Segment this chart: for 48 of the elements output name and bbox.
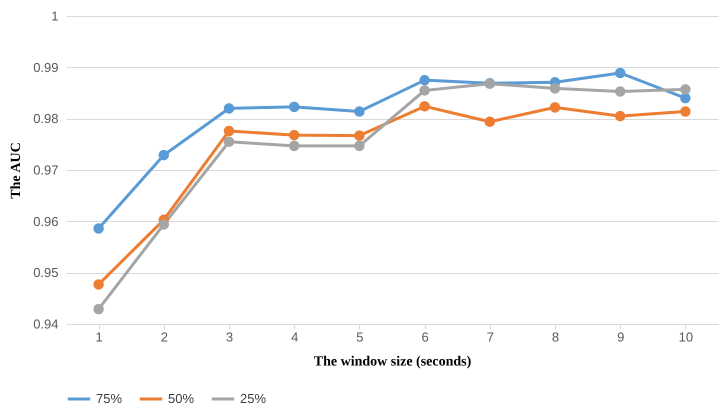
point xyxy=(419,74,430,86)
legend-label: 50% xyxy=(168,391,194,406)
y-tick-label: 0.95 xyxy=(33,265,58,280)
point xyxy=(614,110,626,122)
x-tick-label: 7 xyxy=(486,330,494,344)
point xyxy=(680,84,691,95)
point xyxy=(550,102,560,113)
point xyxy=(614,86,626,97)
point xyxy=(288,140,300,152)
y-axis-title: The AUC xyxy=(9,142,24,199)
x-tick-label: 5 xyxy=(356,330,364,344)
point xyxy=(288,130,300,140)
point xyxy=(614,68,626,78)
x-tick-label: 9 xyxy=(617,330,624,344)
point xyxy=(224,136,234,147)
point xyxy=(550,83,560,94)
x-tick-label: 2 xyxy=(160,330,168,344)
point xyxy=(354,140,365,152)
x-tick-label: 1 xyxy=(95,330,103,344)
legend-label: 75% xyxy=(96,391,122,406)
point xyxy=(224,103,234,114)
point xyxy=(158,150,170,160)
point xyxy=(419,101,430,112)
point xyxy=(354,130,365,141)
point xyxy=(158,219,170,230)
y-tick-label: 1 xyxy=(51,8,58,24)
y-tick-label: 0.96 xyxy=(33,214,58,229)
y-tick-label: 0.97 xyxy=(33,162,58,178)
point xyxy=(680,106,691,117)
x-tick-label: 4 xyxy=(291,330,298,344)
point xyxy=(93,279,104,290)
point xyxy=(484,116,496,127)
x-tick-label: 8 xyxy=(552,330,560,344)
y-tick-label: 0.94 xyxy=(33,316,58,332)
point xyxy=(224,126,234,136)
legend-label: 25% xyxy=(240,391,266,406)
point xyxy=(419,85,430,96)
y-tick-label: 0.98 xyxy=(33,111,58,126)
point xyxy=(93,304,104,314)
x-tick-label: 10 xyxy=(678,330,694,344)
x-axis-title: The window size (seconds) xyxy=(314,354,472,370)
x-tick-label: 3 xyxy=(226,330,234,344)
point xyxy=(354,106,365,117)
point xyxy=(93,223,104,234)
point xyxy=(680,92,691,104)
x-tick-label: 6 xyxy=(421,330,429,344)
point xyxy=(288,102,300,112)
y-tick-label: 0.99 xyxy=(33,60,58,75)
